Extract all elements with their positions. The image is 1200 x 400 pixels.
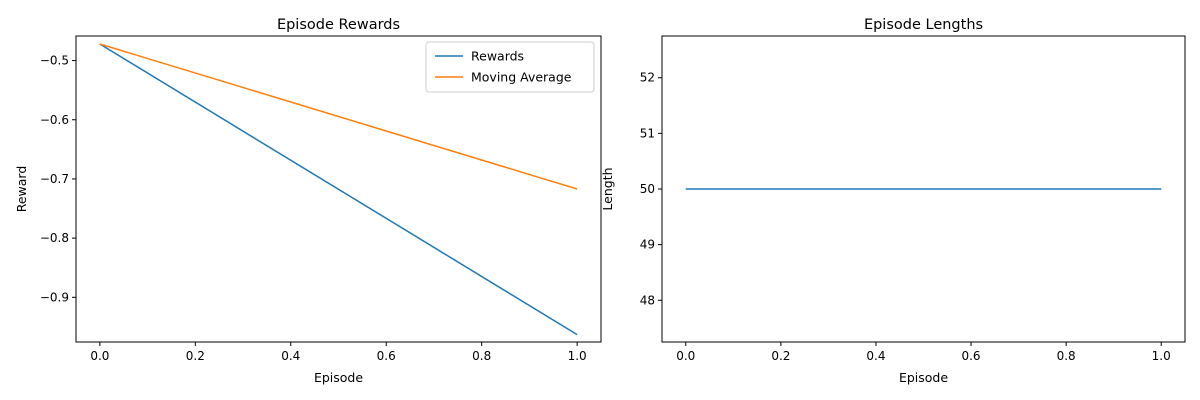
y-tick-label: 50 bbox=[640, 182, 655, 196]
x-tick-label: 0.2 bbox=[771, 349, 790, 363]
x-tick-label: 0.0 bbox=[676, 349, 695, 363]
legend-label-1: Moving Average bbox=[471, 70, 572, 85]
chart-title: Episode Rewards bbox=[277, 17, 400, 33]
x-tick-label: 0.6 bbox=[377, 349, 396, 363]
y-tick-label: 49 bbox=[640, 238, 655, 252]
x-axis-label: Episode bbox=[899, 370, 948, 385]
rewards-chart: Episode Rewards 0.0 0.2 0.4 0.6 0.8 1.0 −0.5 −0.… bbox=[14, 17, 602, 385]
x-tick-label: 0.8 bbox=[1057, 349, 1076, 363]
legend-frame bbox=[425, 41, 595, 93]
lengths-chart: Episode Lengths 0.0 0.2 0.4 0.6 0.8 1.0 48 49 50 5… bbox=[600, 17, 1186, 385]
y-tick-label: 52 bbox=[640, 71, 655, 85]
y-tick-label: −0.6 bbox=[40, 113, 69, 127]
x-tick-label: 1.0 bbox=[568, 349, 587, 363]
y-tick-label: 51 bbox=[640, 126, 655, 140]
y-tick-label: 48 bbox=[640, 293, 655, 307]
y-tick-label: −0.5 bbox=[40, 54, 69, 68]
y-axis-label: Reward bbox=[14, 166, 29, 213]
x-tick-label: 0.8 bbox=[472, 349, 491, 363]
x-axis-label: Episode bbox=[314, 370, 363, 385]
x-tick-label: 0.4 bbox=[281, 349, 300, 363]
chart-title: Episode Lengths bbox=[864, 17, 983, 33]
series-line-1 bbox=[99, 43, 578, 190]
x-tick-label: 0.6 bbox=[961, 349, 980, 363]
series-line-0 bbox=[99, 43, 578, 336]
legend-label-0: Rewards bbox=[471, 49, 524, 64]
plot-frame bbox=[75, 35, 602, 343]
y-tick-label: −0.7 bbox=[40, 172, 69, 186]
y-tick-label: −0.9 bbox=[40, 290, 69, 304]
y-axis-label: Length bbox=[600, 167, 615, 210]
x-tick-label: 0.0 bbox=[90, 349, 109, 363]
legend: Rewards Moving Average bbox=[425, 41, 595, 93]
x-tick-label: 0.2 bbox=[186, 349, 205, 363]
x-tick-label: 1.0 bbox=[1152, 349, 1171, 363]
y-tick-label: −0.8 bbox=[40, 231, 69, 245]
x-tick-label: 0.4 bbox=[866, 349, 885, 363]
